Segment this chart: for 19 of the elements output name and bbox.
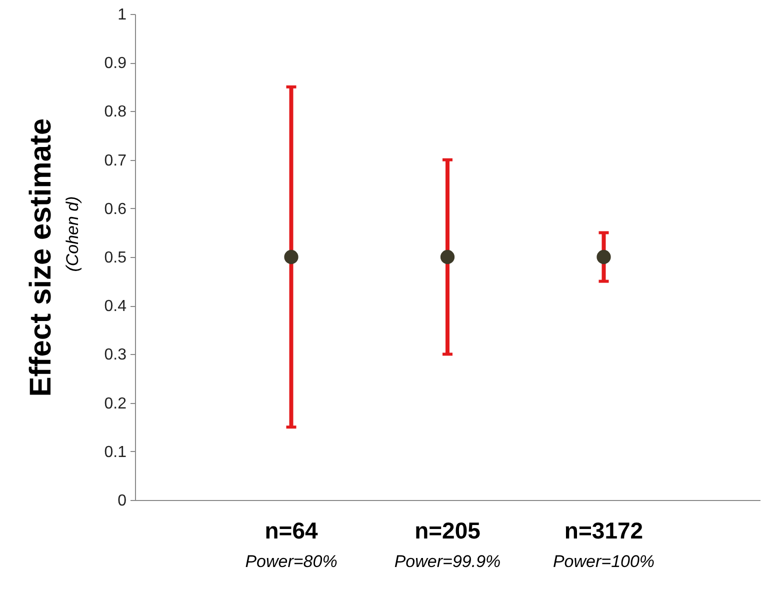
y-tick-label: 0.1 — [104, 444, 127, 461]
x-tick-label: n=3172 — [564, 518, 644, 544]
text: (Cohen d) — [63, 196, 82, 272]
text: Power=80% — [245, 552, 338, 571]
y-tick-label: 0.3 — [104, 346, 127, 364]
y-tick-label: 1 — [118, 6, 127, 24]
y-tick-label: 0 — [118, 492, 127, 510]
y-tick-label: 0.7 — [104, 152, 127, 170]
y-tick-label: 0.4 — [104, 298, 127, 316]
text: Power=99.9% — [394, 552, 501, 571]
text: Power=100% — [552, 552, 655, 571]
y-tick-label: 0.8 — [104, 104, 127, 121]
x-tick-label: n=64 — [264, 518, 318, 544]
y-tick-label: 0.5 — [104, 250, 127, 266]
x-tick-label: n=205 — [414, 518, 481, 544]
y-axis-title: Effect size estimate — [24, 118, 58, 397]
y-tick-label: 0.6 — [104, 200, 127, 218]
y-tick-label: 0.2 — [104, 395, 127, 412]
y-tick-label: 0.9 — [104, 55, 127, 72]
